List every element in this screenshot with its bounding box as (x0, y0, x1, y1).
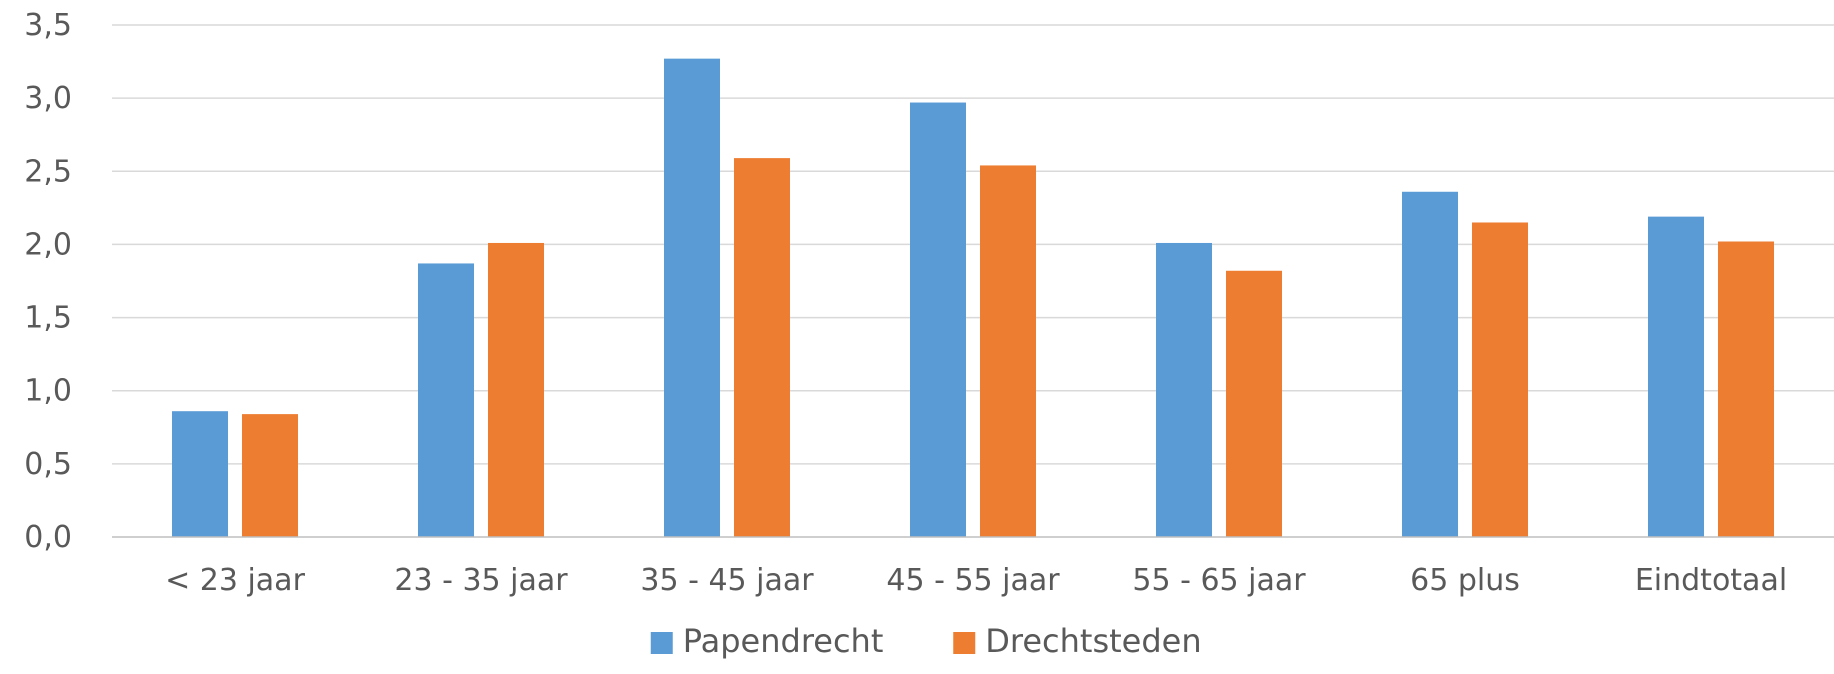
y-tick-label: 3,0 (24, 81, 72, 116)
legend-swatch-papendrecht (650, 632, 673, 654)
x-tick-label: 23 - 35 jaar (394, 563, 568, 598)
bar-drechtsteden (1226, 270, 1282, 537)
legend-swatch-drechtsteden (953, 632, 976, 654)
gridlines (112, 24, 1834, 465)
x-tick-label: Eindtotaal (1635, 563, 1787, 598)
bar-papendrecht (910, 102, 966, 537)
bar-papendrecht (1156, 242, 1212, 538)
bars (172, 58, 1774, 538)
bar-papendrecht (1648, 216, 1704, 538)
y-axis-ticks: 0,0 0,5 1,0 1,5 2,0 2,5 3,0 3,5 (24, 8, 72, 555)
legend-label-papendrecht: Papendrecht (683, 622, 884, 660)
x-tick-label: 45 - 55 jaar (886, 563, 1060, 598)
bar-papendrecht (1402, 191, 1458, 537)
x-tick-label: 55 - 65 jaar (1132, 563, 1306, 598)
y-tick-label: 1,0 (24, 374, 72, 409)
bar-drechtsteden (734, 158, 790, 537)
bar-papendrecht (418, 263, 474, 537)
x-tick-label: 65 plus (1410, 563, 1520, 598)
legend-label-drechtsteden: Drechtsteden (985, 622, 1201, 660)
y-tick-label: 0,5 (24, 447, 72, 482)
bar-papendrecht (664, 58, 720, 537)
y-tick-label: 3,5 (24, 8, 72, 43)
y-tick-label: 0,0 (24, 520, 72, 555)
bar-drechtsteden (488, 242, 544, 538)
bar-papendrecht (172, 411, 228, 537)
bar-drechtsteden (980, 165, 1036, 538)
x-tick-label: 35 - 45 jaar (640, 563, 814, 598)
bar-drechtsteden (242, 414, 298, 537)
x-axis-ticks: < 23 jaar 23 - 35 jaar 35 - 45 jaar 45 - 55… (165, 563, 1787, 598)
y-tick-label: 1,5 (24, 301, 72, 336)
bar-drechtsteden (1472, 222, 1528, 537)
legend: Papendrecht Drechtsteden (650, 622, 1202, 660)
bar-drechtsteden (1718, 241, 1774, 537)
x-tick-label: < 23 jaar (165, 563, 305, 598)
y-tick-label: 2,5 (24, 154, 72, 189)
y-tick-label: 2,0 (24, 227, 72, 262)
